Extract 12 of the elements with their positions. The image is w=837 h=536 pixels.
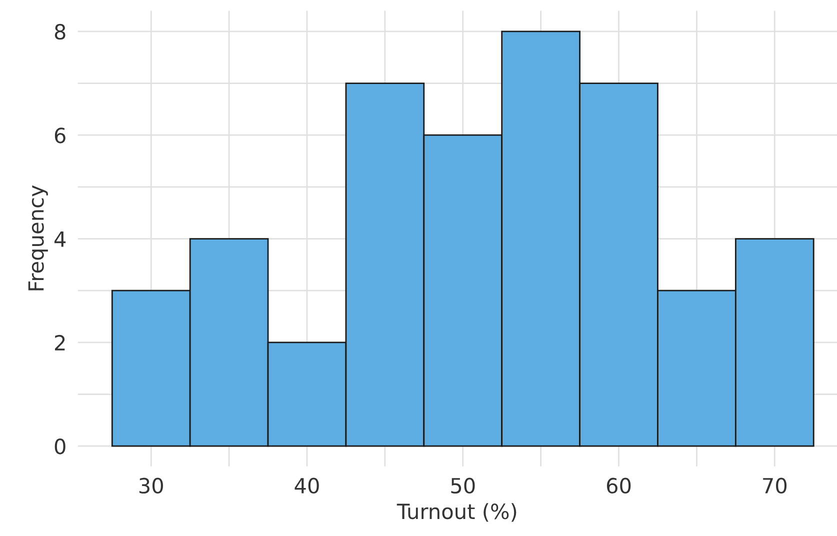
x-tick-label: 60 <box>606 478 631 494</box>
y-tick-label: 6 <box>54 128 66 144</box>
x-tick-label: 30 <box>139 478 163 494</box>
x-tick-label: 70 <box>763 478 787 494</box>
x-tick-label: 50 <box>451 478 475 494</box>
x-axis-title: Turnout (%) <box>396 503 516 522</box>
y-tick-label: 0 <box>54 438 66 454</box>
x-tick-label: 40 <box>294 478 319 494</box>
y-axis-title: Frequency <box>28 185 48 290</box>
y-tick-label: 8 <box>54 24 66 40</box>
y-tick-label: 2 <box>55 334 65 350</box>
y-tick-label: 4 <box>54 232 66 247</box>
